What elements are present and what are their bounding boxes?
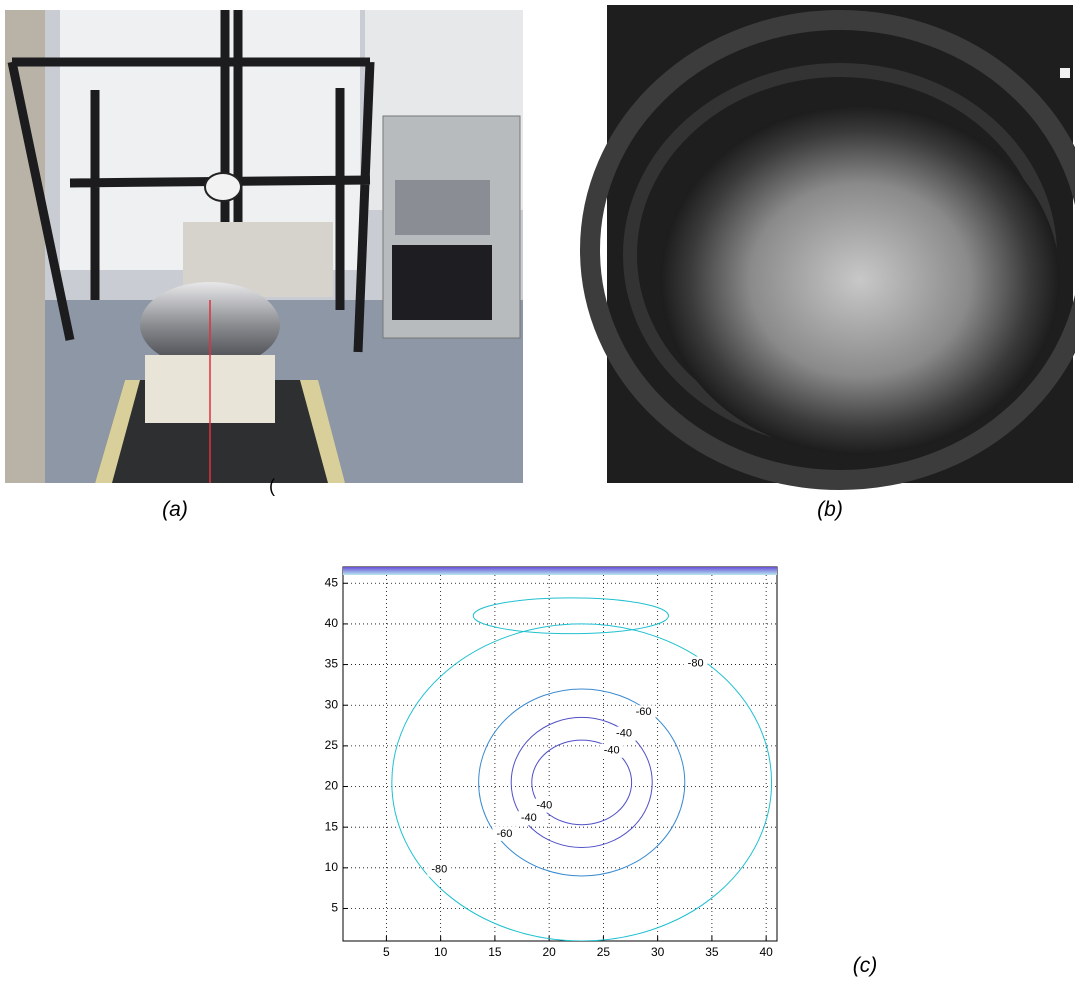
y-tick-label: 10 <box>325 860 339 874</box>
stray-mark: ( <box>269 476 275 496</box>
x-tick-label: 10 <box>434 945 448 959</box>
x-tick-label: 35 <box>705 945 719 959</box>
y-tick-label: 15 <box>325 819 339 833</box>
contour-label: -40 <box>521 812 537 824</box>
figure: (a) ( (b) (c) 5 10 15 20 25 30 35 40 5 10 15 20 25 30… <box>0 0 1075 985</box>
y-tick-label: 40 <box>325 616 339 630</box>
caption: (c) <box>853 954 878 977</box>
x-tick-label: 5 <box>383 945 390 959</box>
x-tick-label: 25 <box>597 945 611 959</box>
caption: (b) <box>817 498 843 521</box>
x-tick-label: 15 <box>488 945 502 959</box>
top-band <box>343 567 777 575</box>
contour-label: -40 <box>616 728 632 740</box>
photo-setup <box>5 10 523 483</box>
y-tick-label: 30 <box>325 697 339 711</box>
page: {"panels": [{"caption": "(a)"}, {"captio… <box>0 0 1075 985</box>
contour-label: -40 <box>536 800 552 812</box>
x-tick-label: 30 <box>651 945 665 959</box>
contour-label: -40 <box>604 745 620 757</box>
y-tick-label: 25 <box>325 738 339 752</box>
y-tick-label: 20 <box>325 779 339 793</box>
contour-label: -80 <box>431 864 447 876</box>
y-tick-label: 45 <box>325 575 339 589</box>
y-tick-label: 35 <box>325 657 339 671</box>
contour-label: -60 <box>636 706 652 718</box>
caption: (a) <box>162 498 188 521</box>
image-grayscale <box>590 5 1075 483</box>
contour-label: -60 <box>496 828 512 840</box>
x-tick-label: 40 <box>759 945 773 959</box>
y-tick-label: 5 <box>331 901 338 915</box>
contour-label: -80 <box>688 657 704 669</box>
x-tick-label: 20 <box>542 945 556 959</box>
